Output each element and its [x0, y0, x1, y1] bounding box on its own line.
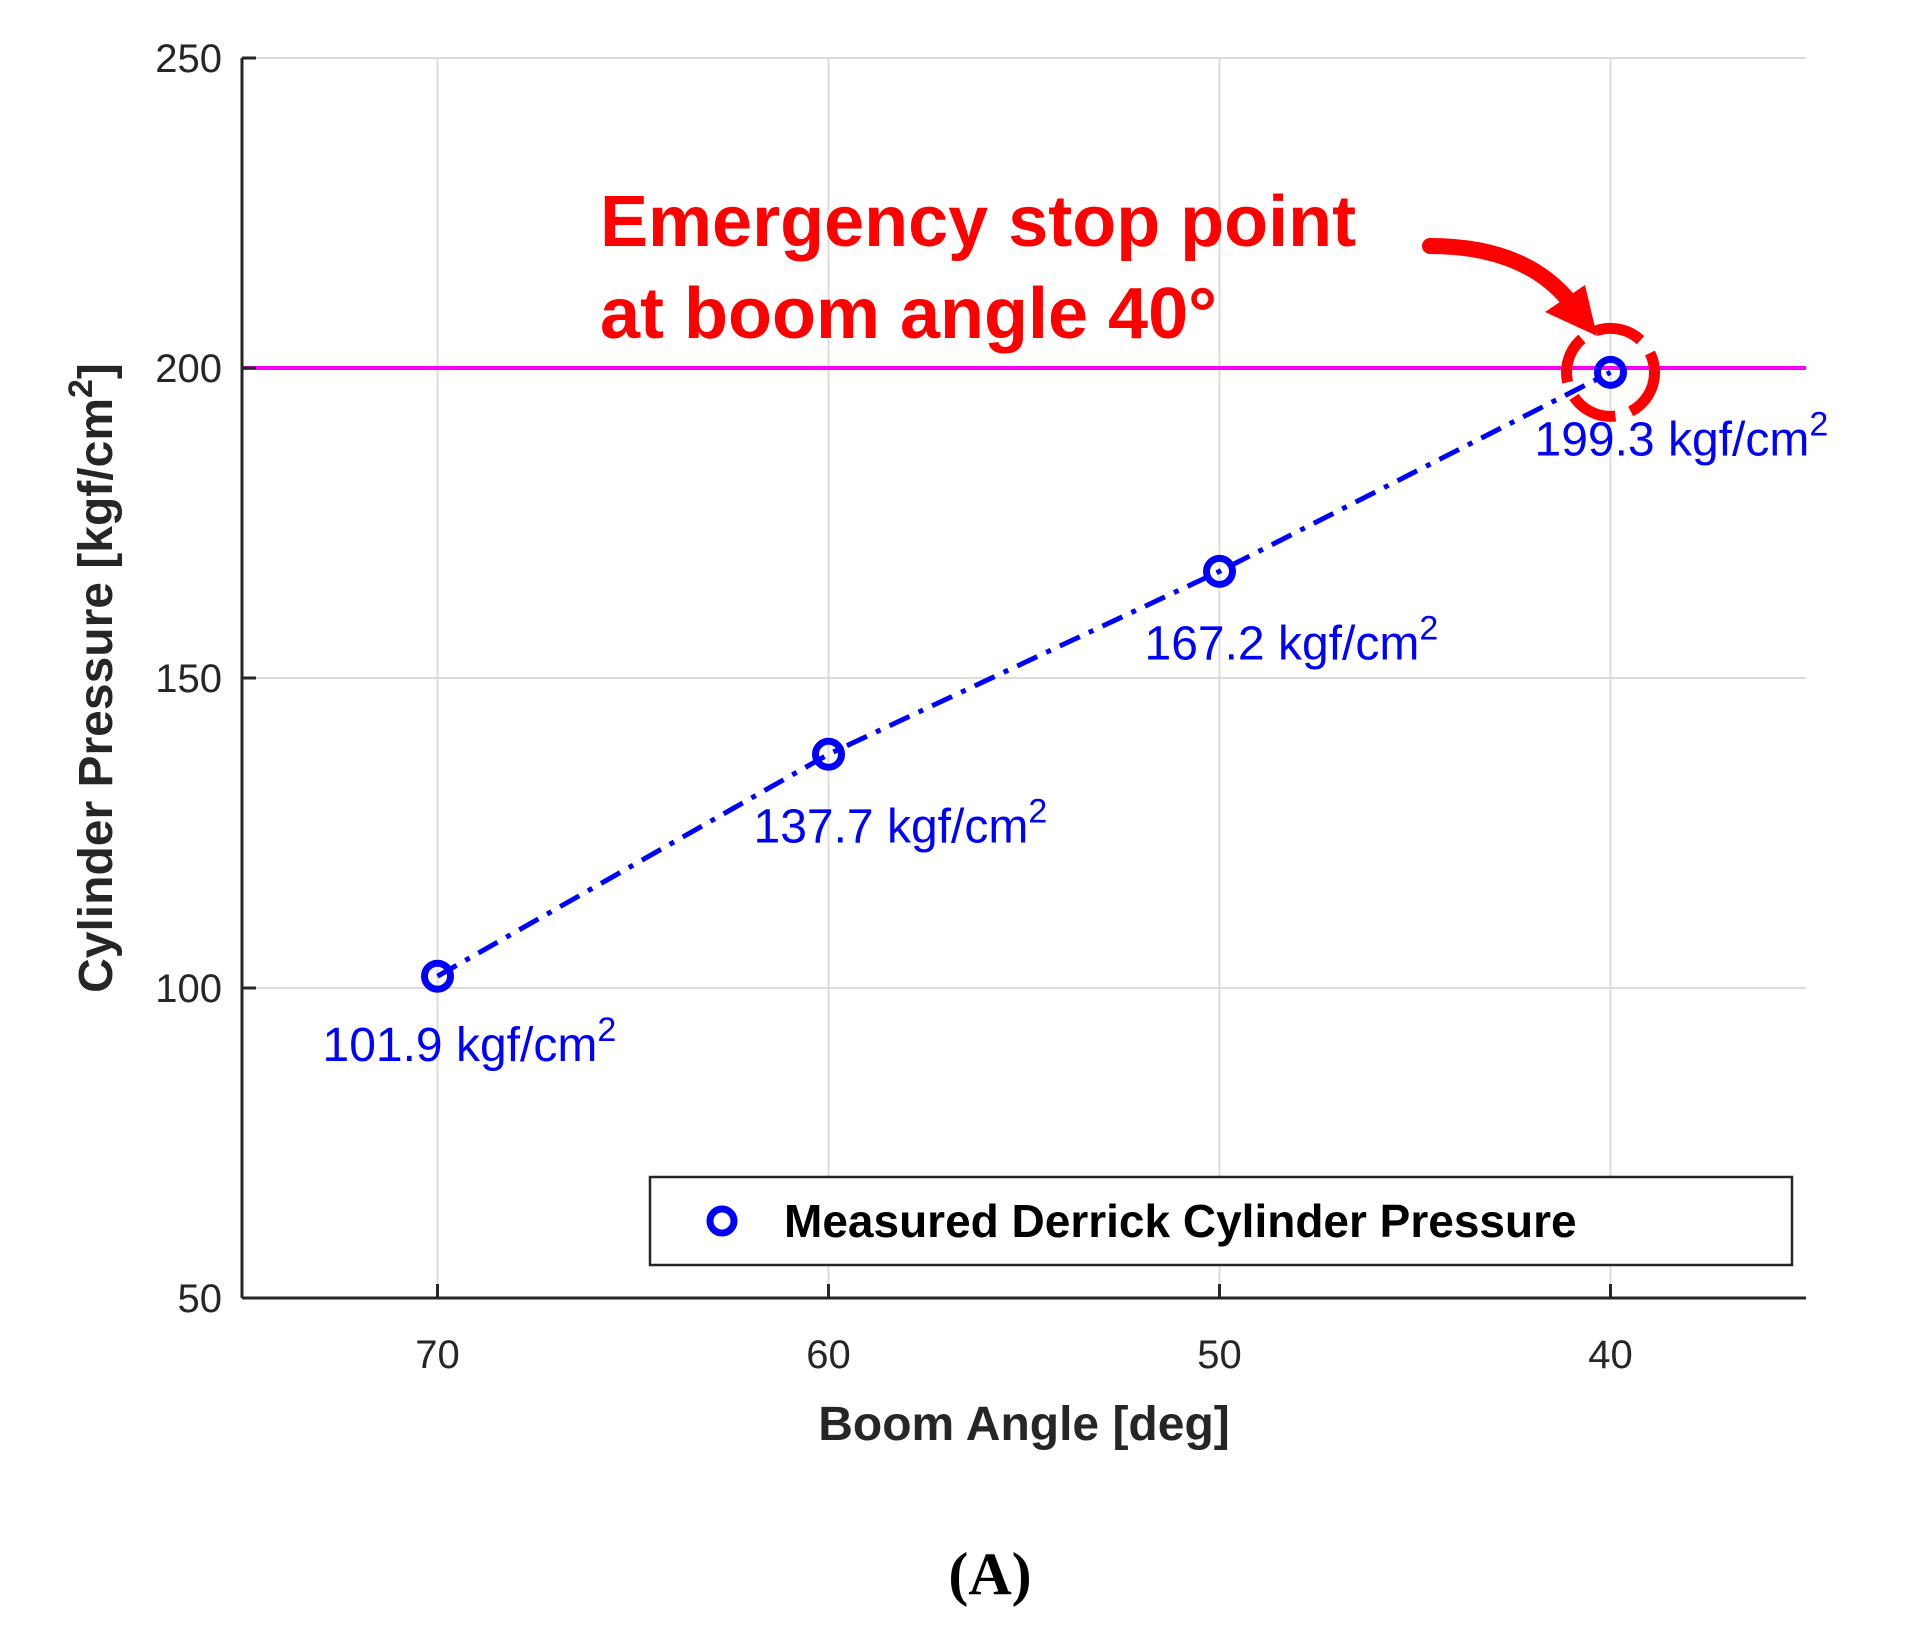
x-tick-label: 40 [1588, 1333, 1633, 1377]
annotation-arrow-head [1545, 285, 1597, 336]
y-axis-title: Cylinder Pressure [kgf/cm2] [62, 363, 123, 993]
emergency-stop-circle [1561, 322, 1660, 422]
annotation-line2: at boom angle 40° [600, 274, 1217, 354]
data-label-superscript: 2 [597, 1011, 616, 1049]
annotation-line1: Emergency stop point [600, 182, 1356, 262]
data-label: 101.9 kgf/cm2 [323, 1011, 617, 1072]
data-label-superscript: 2 [1028, 792, 1047, 830]
series-line [436, 370, 1612, 979]
y-axis-title-group: Cylinder Pressure [kgf/cm2] [62, 363, 123, 993]
figure-caption: (A) [948, 1541, 1031, 1607]
y-tick-label: 250 [155, 37, 222, 81]
data-label-value: 137.7 kgf/cm [754, 800, 1029, 853]
data-label: 167.2 kgf/cm2 [1145, 609, 1439, 670]
data-point-marker [1594, 355, 1627, 389]
x-tick-label: 60 [806, 1333, 851, 1377]
data-label-value: 199.3 kgf/cm [1535, 413, 1810, 466]
y-axis-title-main: Cylinder Pressure [kgf/cm [70, 398, 123, 993]
x-axis-title: Boom Angle [deg] [818, 1398, 1230, 1451]
y-axis-title-suffix: ] [70, 363, 123, 379]
data-point-marker [1203, 554, 1236, 588]
ticks: 70 60 50 40 50 100 150 200 250 [155, 37, 1633, 1377]
annotation: Emergency stop point at boom angle 40° [600, 182, 1660, 422]
data-label: 199.3 kgf/cm2 [1535, 405, 1829, 466]
data-label-superscript: 2 [1809, 405, 1828, 443]
data-label-value: 167.2 kgf/cm [1145, 617, 1420, 670]
data-point-marker [812, 737, 845, 771]
legend-marker [706, 1205, 738, 1237]
legend: Measured Derrick Cylinder Pressure [648, 1175, 1794, 1267]
y-tick-label: 150 [155, 657, 222, 701]
y-tick-label: 200 [155, 347, 222, 391]
x-tick-label: 50 [1197, 1333, 1242, 1377]
legend-box [648, 1175, 1794, 1267]
x-tick-label: 70 [415, 1333, 460, 1377]
y-tick-label: 100 [155, 967, 222, 1011]
legend-label: Measured Derrick Cylinder Pressure [784, 1195, 1577, 1247]
data-label: 137.7 kgf/cm2 [754, 792, 1048, 853]
y-tick-label: 50 [178, 1277, 223, 1321]
y-axis-title-sup: 2 [62, 379, 100, 398]
data-label-superscript: 2 [1419, 609, 1438, 647]
data-point-marker [421, 959, 454, 993]
data-label-value: 101.9 kgf/cm [323, 1019, 598, 1072]
annotation-arrow-shaft [1422, 238, 1578, 310]
